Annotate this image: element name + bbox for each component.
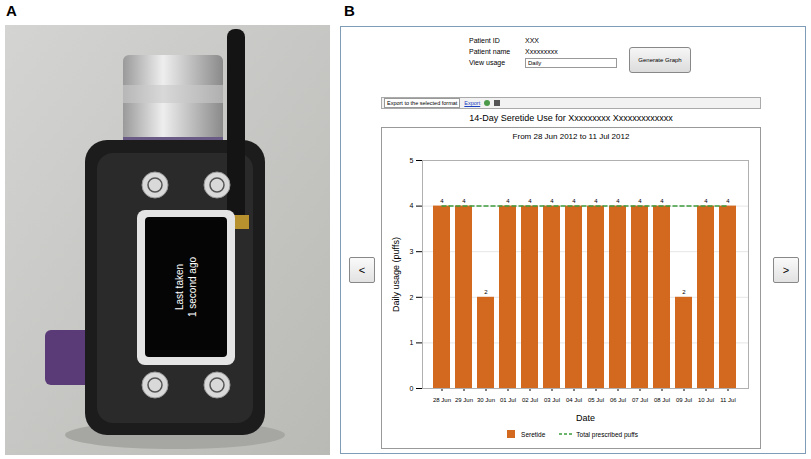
svg-text:11 Jul: 11 Jul (720, 397, 736, 403)
svg-text:2: 2 (682, 289, 686, 295)
svg-text:Last taken1 second ago: Last taken1 second ago (174, 257, 198, 317)
html-text:Daily: Daily (528, 59, 542, 66)
svg-text:29 Jun: 29 Jun (455, 397, 473, 403)
svg-text:1: 1 (410, 339, 414, 346)
svg-text:08 Jul: 08 Jul (654, 397, 670, 403)
html-text:A: A (6, 2, 17, 19)
svg-text:4: 4 (528, 198, 532, 204)
svg-text:28 Jun: 28 Jun (433, 397, 451, 403)
svg-text:4: 4 (704, 198, 708, 204)
svg-text:0: 0 (410, 385, 414, 392)
html-text:Export to the selected format: Export to the selected format (387, 100, 458, 106)
svg-text:03 Jul: 03 Jul (544, 397, 560, 403)
svg-text:4: 4 (410, 202, 414, 209)
svg-text:4: 4 (440, 198, 444, 204)
svg-text:4: 4 (572, 198, 576, 204)
html-text:Total prescribed puffs: Total prescribed puffs (576, 430, 638, 438)
svg-text:Daily usage (puffs): Daily usage (puffs) (391, 237, 401, 312)
svg-text:4: 4 (462, 198, 466, 204)
svg-text:4: 4 (594, 198, 598, 204)
html-text:Export: Export (464, 100, 481, 106)
html-text:Patient ID: Patient ID (469, 37, 500, 44)
svg-text:4: 4 (506, 198, 510, 204)
svg-text:09 Jul: 09 Jul (676, 397, 692, 403)
svg-text:4: 4 (616, 198, 620, 204)
html-text:B: B (344, 2, 355, 19)
svg-text:07 Jul: 07 Jul (632, 397, 648, 403)
svg-text:4: 4 (550, 198, 554, 204)
svg-text:05 Jul: 05 Jul (588, 397, 604, 403)
svg-text:Date: Date (576, 413, 595, 423)
html-text:Xxxxxxxxx: Xxxxxxxxx (525, 48, 558, 55)
html-text:View usage: View usage (469, 59, 506, 66)
svg-text:2: 2 (484, 289, 488, 295)
html-text:Generate Graph: Generate Graph (638, 57, 682, 63)
svg-text:4: 4 (726, 198, 730, 204)
svg-text:4: 4 (660, 198, 664, 204)
html-text:Seretide: Seretide (521, 430, 546, 438)
svg-text:5: 5 (410, 157, 414, 164)
svg-text:3: 3 (410, 248, 414, 255)
svg-text:10 Jul: 10 Jul (698, 397, 714, 403)
svg-text:04 Jul: 04 Jul (566, 397, 582, 403)
html-text:14-Day Seretide Use for Xxxxxx: 14-Day Seretide Use for Xxxxxxxxx Xxxxxx… (469, 113, 673, 123)
svg-text:06 Jul: 06 Jul (610, 397, 626, 403)
svg-text:02 Jul: 02 Jul (522, 397, 538, 403)
svg-text:2: 2 (410, 294, 414, 301)
html-text:XXX: XXX (525, 37, 539, 44)
svg-text:30 Jun: 30 Jun (477, 397, 495, 403)
svg-text:01 Jul: 01 Jul (500, 397, 516, 403)
html-text:Patient name: Patient name (469, 48, 511, 55)
html-text:From 28 Jun 2012 to 11 Jul 201: From 28 Jun 2012 to 11 Jul 2012 (512, 132, 630, 141)
svg-text:4: 4 (638, 198, 642, 204)
